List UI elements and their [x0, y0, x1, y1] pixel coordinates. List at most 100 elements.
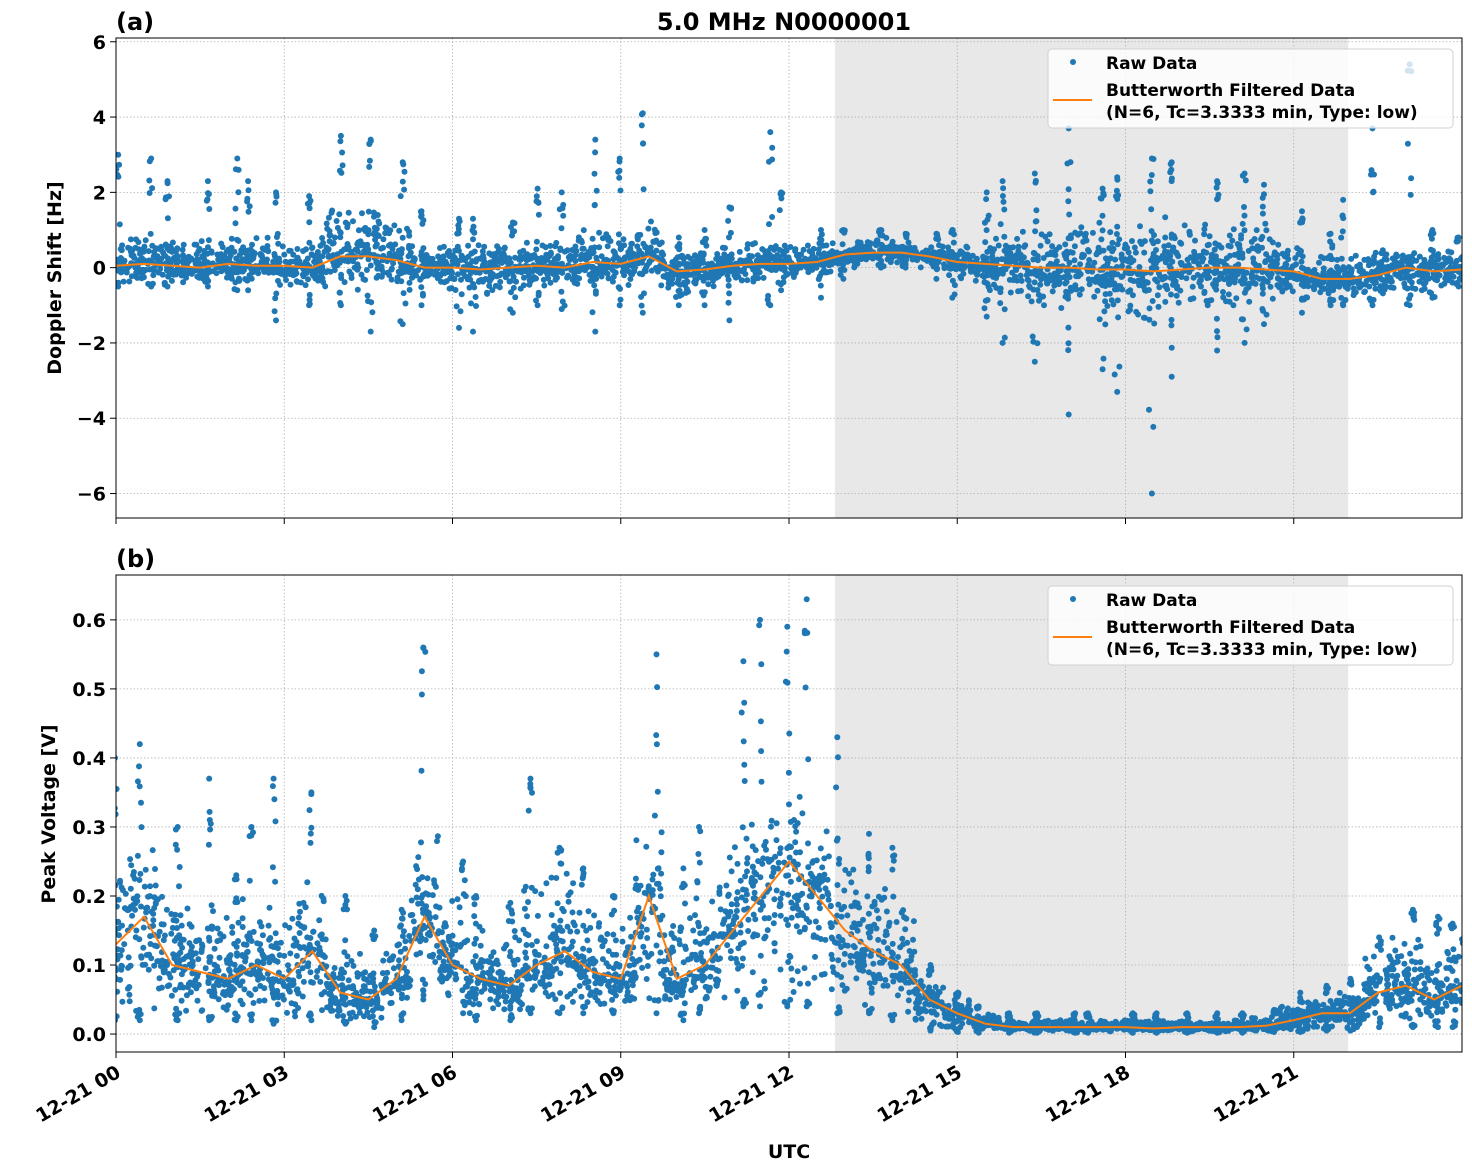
raw-data-point — [420, 987, 427, 994]
raw-data-point — [1240, 316, 1246, 323]
raw-data-point — [164, 178, 171, 185]
raw-data-point — [1078, 286, 1085, 293]
raw-data-point — [467, 276, 474, 283]
raw-data-point — [252, 986, 259, 993]
raw-data-point — [274, 987, 281, 994]
raw-data-point — [169, 248, 176, 255]
raw-data-point — [1109, 239, 1116, 246]
raw-data-point — [204, 283, 211, 290]
legend-box — [1047, 48, 1454, 129]
raw-data-point — [126, 991, 133, 998]
raw-data-point — [261, 997, 268, 1004]
raw-data-point — [617, 296, 624, 303]
raw-data-point — [365, 298, 371, 305]
raw-data-point — [295, 1005, 302, 1011]
raw-data-point — [1037, 242, 1044, 249]
raw-data-point — [424, 875, 431, 882]
raw-data-point — [1111, 371, 1118, 378]
raw-data-point — [1168, 373, 1175, 380]
raw-data-point — [973, 268, 980, 275]
raw-data-point — [275, 978, 282, 985]
raw-data-point — [1183, 275, 1190, 282]
raw-data-point — [507, 259, 513, 265]
raw-data-point — [288, 1000, 295, 1007]
raw-data-point — [1177, 272, 1184, 279]
raw-data-point — [133, 236, 139, 243]
raw-data-point — [211, 993, 218, 1000]
raw-data-point — [1129, 292, 1136, 299]
raw-data-point — [261, 246, 268, 253]
raw-data-point — [1056, 274, 1063, 281]
raw-data-point — [1447, 263, 1454, 270]
raw-data-point — [685, 288, 692, 295]
raw-data-point — [429, 953, 436, 960]
raw-data-point — [331, 965, 338, 971]
raw-data-point — [520, 247, 527, 254]
raw-data-point — [479, 248, 486, 255]
raw-data-point — [305, 960, 312, 967]
raw-data-point — [418, 284, 425, 291]
raw-data-point — [270, 775, 277, 782]
raw-data-point — [1241, 227, 1248, 234]
raw-data-point — [1150, 423, 1157, 430]
raw-data-point — [402, 938, 409, 945]
raw-data-point — [231, 961, 238, 968]
raw-data-point — [315, 277, 322, 284]
raw-data-point — [391, 222, 398, 229]
raw-data-point — [107, 254, 113, 260]
raw-data-point — [348, 958, 355, 964]
raw-data-point — [1102, 298, 1109, 305]
raw-data-point — [775, 279, 782, 286]
raw-data-point — [239, 256, 246, 263]
raw-data-point — [651, 226, 658, 233]
raw-data-point — [1153, 247, 1159, 253]
raw-data-point — [1137, 223, 1143, 230]
raw-data-point — [1025, 277, 1032, 284]
raw-data-point — [418, 208, 425, 215]
raw-data-point — [877, 232, 884, 239]
raw-data-point — [726, 290, 733, 297]
raw-data-point — [1263, 251, 1270, 258]
raw-data-point — [380, 269, 387, 276]
raw-data-point — [418, 691, 425, 698]
raw-data-point — [1100, 277, 1107, 284]
raw-data-point — [558, 306, 565, 313]
raw-data-point — [342, 1001, 349, 1008]
raw-data-point — [1468, 273, 1472, 279]
raw-data-point — [1246, 298, 1253, 305]
raw-data-point — [102, 984, 108, 990]
raw-data-point — [576, 265, 583, 272]
raw-data-point — [1073, 273, 1080, 280]
raw-data-point — [509, 219, 516, 226]
y-tick-label: −6 — [77, 484, 106, 506]
raw-data-point — [1420, 280, 1427, 287]
raw-data-point — [388, 265, 395, 272]
raw-data-point — [980, 253, 987, 260]
raw-data-point — [1067, 235, 1074, 242]
raw-data-point — [1100, 355, 1107, 362]
raw-data-point — [1214, 347, 1221, 354]
raw-data-point — [618, 245, 624, 252]
raw-data-point — [304, 879, 311, 886]
raw-data-point — [174, 824, 181, 830]
raw-data-point — [323, 244, 330, 251]
raw-data-point — [540, 276, 547, 283]
raw-data-point — [1091, 293, 1098, 300]
raw-data-point — [1034, 287, 1041, 293]
raw-data-point — [1457, 255, 1462, 262]
raw-data-point — [205, 237, 212, 244]
raw-data-point — [235, 237, 242, 244]
raw-data-point — [359, 1003, 366, 1010]
raw-data-point — [726, 204, 733, 211]
raw-data-point — [593, 254, 600, 261]
raw-data-point — [488, 967, 495, 974]
raw-data-point — [224, 267, 231, 273]
raw-data-point — [1421, 256, 1428, 263]
raw-data-point — [116, 811, 119, 818]
raw-data-point — [105, 942, 111, 948]
raw-data-point — [561, 248, 568, 255]
raw-data-point — [395, 979, 402, 986]
raw-data-point — [116, 161, 123, 168]
raw-data-point — [939, 243, 946, 250]
raw-data-point — [199, 941, 205, 948]
